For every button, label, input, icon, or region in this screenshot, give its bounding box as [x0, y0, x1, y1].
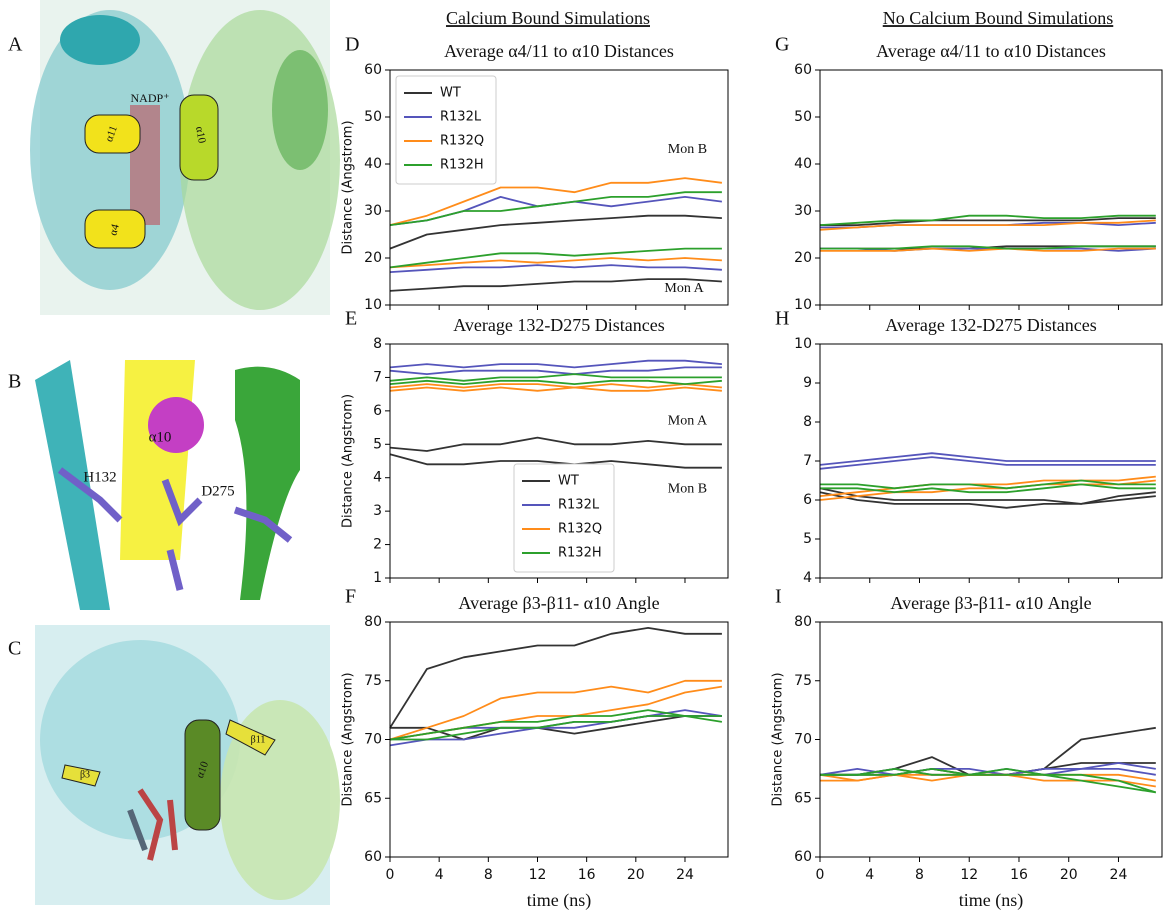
structure-label: D275: [201, 483, 234, 499]
structure-label: β11: [251, 734, 266, 745]
y-tick-label: 20: [794, 250, 812, 266]
y-tick-label: 80: [364, 614, 382, 630]
annotation: Mon B: [668, 481, 707, 496]
y-tick-label: 40: [794, 156, 812, 172]
chart-title: Average α4/11 to α10 Distances: [876, 41, 1106, 61]
y-tick-label: 60: [364, 62, 382, 78]
y-tick-label: 70: [794, 732, 812, 748]
y-tick-label: 7: [803, 453, 812, 469]
panel-letter: C: [8, 638, 21, 660]
x-tick-label: 4: [865, 867, 874, 883]
structure-image-a: NADP⁺ α11 α10 α4: [30, 0, 340, 315]
y-axis-label: Distance (Angstrom): [341, 394, 356, 528]
y-axis-label: Distance (Angstrom): [341, 120, 356, 254]
structure-label: β3: [80, 769, 90, 780]
panel-letter: G: [775, 34, 789, 56]
y-tick-label: 4: [373, 470, 382, 486]
annotation: Mon A: [668, 413, 708, 428]
x-tick-label: 0: [816, 867, 825, 883]
legend-label: R132H: [558, 546, 602, 561]
y-tick-label: 60: [794, 62, 812, 78]
y-tick-label: 3: [373, 503, 382, 519]
x-tick-label: 0: [386, 867, 395, 883]
chart-title: Average β3-β11- α10 Angle: [890, 593, 1091, 613]
y-tick-label: 5: [373, 436, 382, 452]
y-tick-label: 30: [364, 203, 382, 219]
y-tick-label: 8: [803, 414, 812, 430]
y-axis-label: Distance (Angstrom): [771, 672, 786, 806]
panel-letter: A: [8, 34, 23, 56]
y-tick-label: 2: [373, 537, 382, 553]
structure-label: H132: [83, 469, 116, 485]
y-tick-label: 50: [794, 109, 812, 125]
y-tick-label: 10: [364, 297, 382, 313]
column-title: Calcium Bound Simulations: [446, 8, 650, 28]
legend-label: R132Q: [440, 134, 484, 149]
x-tick-label: 12: [960, 867, 978, 883]
x-tick-label: 16: [1010, 867, 1028, 883]
figure: Calcium Bound Simulations No Calcium Bou…: [0, 0, 1175, 918]
chart-title: Average α4/11 to α10 Distances: [444, 41, 674, 61]
legend-label: WT: [440, 86, 461, 101]
annotation: Mon B: [668, 142, 707, 157]
y-tick-label: 7: [373, 369, 382, 385]
panel-letter: E: [345, 308, 357, 330]
x-tick-label: 8: [484, 867, 493, 883]
legend-label: R132Q: [558, 522, 602, 537]
y-tick-label: 40: [364, 156, 382, 172]
panel-letter: H: [775, 308, 789, 330]
y-tick-label: 9: [803, 375, 812, 391]
y-tick-label: 6: [803, 492, 812, 508]
x-tick-label: 4: [435, 867, 444, 883]
structure-label: α10: [149, 429, 172, 445]
y-tick-label: 70: [364, 732, 382, 748]
y-tick-label: 60: [364, 849, 382, 865]
chart-title: Average β3-β11- α10 Angle: [458, 593, 659, 613]
panel-letter: I: [775, 586, 782, 608]
y-tick-label: 30: [794, 203, 812, 219]
legend-label: R132L: [558, 498, 600, 513]
y-tick-label: 65: [794, 790, 812, 806]
y-tick-label: 10: [794, 336, 812, 352]
x-tick-label: 8: [915, 867, 924, 883]
legend-label: WT: [558, 474, 579, 489]
y-tick-label: 5: [803, 531, 812, 547]
y-tick-label: 8: [373, 336, 382, 352]
y-axis-label: Distance (Angstrom): [341, 672, 356, 806]
y-tick-label: 1: [373, 570, 382, 586]
y-tick-label: 10: [794, 297, 812, 313]
chart-title: Average 132-D275 Distances: [885, 315, 1097, 335]
y-tick-label: 4: [803, 570, 812, 586]
y-tick-label: 75: [794, 673, 812, 689]
panel-letter: F: [345, 586, 356, 608]
column-title: No Calcium Bound Simulations: [883, 8, 1114, 28]
x-tick-label: 12: [529, 867, 547, 883]
structure-image-c: β3 α10 β11: [35, 625, 340, 905]
y-tick-label: 6: [373, 403, 382, 419]
x-axis-label: time (ns): [959, 890, 1024, 911]
y-tick-label: 60: [794, 849, 812, 865]
y-tick-label: 75: [364, 673, 382, 689]
chart-title: Average 132-D275 Distances: [453, 315, 665, 335]
legend-label: R132L: [440, 110, 482, 125]
x-tick-label: 20: [627, 867, 645, 883]
structure-label: NADP⁺: [130, 91, 169, 105]
x-tick-label: 24: [676, 867, 694, 883]
x-tick-label: 16: [578, 867, 596, 883]
structure-image-b: α10 H132 D275: [35, 340, 320, 610]
y-tick-label: 80: [794, 614, 812, 630]
y-tick-label: 20: [364, 250, 382, 266]
panel-letter: D: [345, 34, 359, 56]
x-axis-label: time (ns): [527, 890, 592, 911]
x-tick-label: 24: [1110, 867, 1128, 883]
panel-letter: B: [8, 371, 21, 393]
legend-label: R132H: [440, 158, 484, 173]
y-tick-label: 50: [364, 109, 382, 125]
x-tick-label: 20: [1060, 867, 1078, 883]
annotation: Mon A: [664, 281, 704, 296]
y-tick-label: 65: [364, 790, 382, 806]
